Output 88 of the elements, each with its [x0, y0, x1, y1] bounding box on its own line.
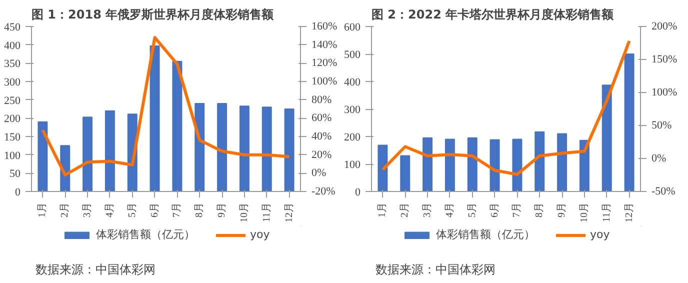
x-tick-label: 9月	[216, 202, 228, 218]
x-tick-label: 5月	[126, 202, 138, 218]
y-tick-label: 450	[4, 22, 21, 34]
x-tick-label: 11月	[601, 202, 612, 222]
bar	[150, 45, 160, 192]
x-tick-label: 10月	[238, 202, 250, 222]
y-tick-label: 300	[344, 104, 361, 116]
bar	[284, 108, 294, 192]
y-tick-label: 200	[344, 132, 361, 144]
x-tick-label: 11月	[261, 202, 272, 222]
y2-tick-label: 0%	[652, 152, 666, 164]
x-tick-label: 8月	[194, 202, 206, 218]
source-note: 数据来源：中国体彩网	[36, 262, 156, 276]
bar	[378, 144, 388, 192]
bar	[602, 84, 612, 192]
chart-title: 图 1：2018 年俄罗斯世界杯月度体彩销售额	[32, 8, 275, 22]
x-tick-label: 10月	[578, 202, 590, 222]
x-tick-label: 2月	[60, 202, 71, 218]
y2-tick-label: 20%	[312, 148, 332, 161]
x-tick-label: 1月	[377, 202, 388, 218]
bar	[624, 54, 634, 192]
y-tick-label: 600	[344, 22, 361, 34]
bar	[38, 121, 48, 192]
chart-title: 图 2：2022 年卡塔尔世界杯月度体彩销售额	[372, 8, 615, 22]
y2-tick-label: 200%	[652, 20, 678, 32]
y-tick-label: 50	[10, 168, 21, 180]
bar	[194, 103, 205, 192]
bar	[467, 137, 478, 192]
legend-label: 体彩销售额（亿元）	[96, 227, 195, 242]
x-tick-label: 8月	[534, 202, 546, 218]
y-tick-label: 0	[355, 186, 361, 198]
y-tick-label: 300	[4, 76, 21, 88]
y2-tick-label: 50%	[652, 120, 672, 132]
legend-label: yoy	[590, 228, 610, 241]
x-tick-label: 3月	[82, 202, 94, 218]
y2-tick-label: 0%	[312, 167, 326, 180]
x-tick-label: 5月	[466, 202, 478, 218]
bar	[490, 139, 500, 192]
line-series	[41, 36, 291, 176]
y-tick-label: 200	[4, 113, 21, 126]
source-note: 数据来源：中国体彩网	[376, 262, 496, 276]
bar	[172, 60, 182, 192]
bar	[512, 138, 522, 192]
y2-tick-label: 160%	[312, 20, 338, 32]
x-tick-label: 7月	[172, 202, 183, 218]
x-tick-label: 2月	[400, 202, 411, 218]
x-tick-label: 3月	[422, 202, 434, 218]
y2-tick-label: 100%	[652, 86, 678, 98]
y2-tick-label: 40%	[312, 130, 332, 142]
x-tick-label: 9月	[556, 202, 568, 218]
y-tick-label: 350	[4, 58, 21, 70]
bar	[239, 106, 250, 192]
bar	[422, 137, 433, 192]
x-tick-label: 1月	[37, 202, 48, 218]
x-tick-label: 6月	[489, 202, 500, 218]
y-tick-label: 400	[344, 76, 361, 88]
bar	[217, 103, 228, 192]
y-tick-label: 250	[4, 94, 21, 107]
bar	[444, 138, 455, 192]
x-tick-label: 7月	[512, 202, 523, 218]
y-tick-label: 500	[344, 49, 361, 61]
y2-tick-label: 80%	[312, 94, 332, 106]
y-tick-label: 100	[344, 159, 361, 171]
y-tick-label: 400	[4, 40, 21, 52]
x-tick-label: 6月	[149, 202, 160, 218]
x-tick-label: 4月	[104, 202, 116, 218]
y-tick-label: 0	[15, 186, 21, 198]
y-tick-label: 150	[4, 132, 21, 144]
line-series	[381, 40, 631, 176]
y2-tick-label: 60%	[312, 112, 332, 124]
x-tick-label: 4月	[444, 202, 456, 218]
bar	[104, 110, 115, 192]
legend-label: yoy	[250, 228, 270, 241]
bar	[400, 155, 410, 192]
y2-tick-label: -20%	[312, 186, 336, 198]
bar	[557, 133, 568, 192]
y2-tick-label: 150%	[652, 54, 678, 66]
bar	[82, 116, 93, 192]
x-tick-label: 12月	[624, 202, 635, 222]
y2-tick-label: 140%	[312, 38, 338, 51]
bar	[534, 131, 545, 192]
y2-tick-label: 120%	[312, 57, 338, 70]
y-tick-label: 100	[4, 150, 21, 162]
y2-tick-label: -50%	[652, 186, 676, 198]
legend-label: 体彩销售额（亿元）	[436, 227, 535, 242]
x-tick-label: 12月	[284, 202, 295, 222]
bar	[262, 106, 272, 192]
y2-tick-label: 100%	[312, 76, 338, 88]
